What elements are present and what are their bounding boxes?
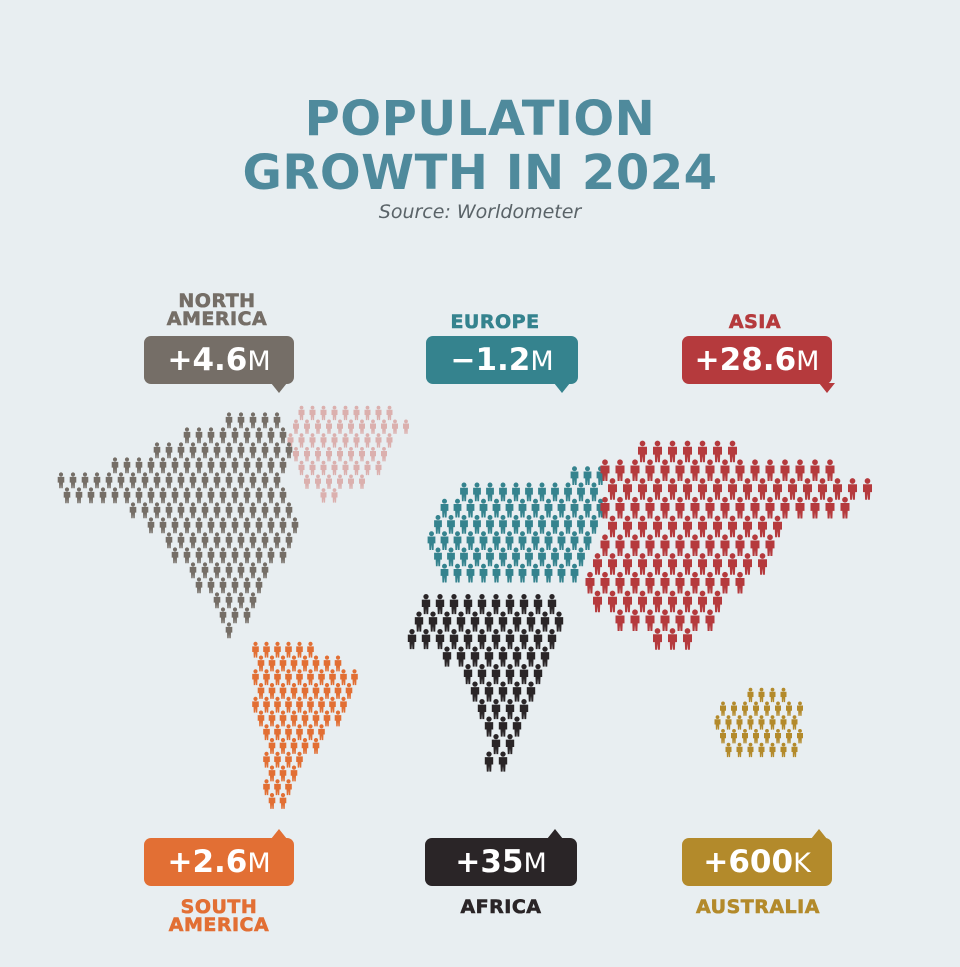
badge-asia: +28.6M: [682, 336, 836, 393]
source-note: Source: Worldometer: [378, 201, 582, 223]
north-america-figures: [57, 412, 299, 639]
region-name-australia: AUSTRALIA: [696, 896, 820, 918]
region-name-asia: ASIA: [728, 311, 782, 333]
title-line-2: GROWTH IN 2024: [242, 145, 718, 201]
badge-australia: +600K: [682, 829, 832, 886]
south-america-figures: [252, 641, 358, 809]
region-name-north-america: NORTH AMERICA: [166, 290, 268, 330]
europe-figures: [427, 466, 605, 583]
asia-figures: [585, 440, 872, 650]
africa-figures: [407, 593, 564, 772]
badge-africa: +35M: [425, 829, 577, 886]
australia-figures: [714, 687, 803, 758]
title-line-1: POPULATION: [304, 91, 656, 147]
badge-south-america: +2.6M: [144, 829, 294, 886]
region-name-africa: AFRICA: [460, 896, 542, 918]
region-name-south-america: SOUTH AMERICA: [168, 896, 270, 936]
badge-north-america: +4.6M: [144, 336, 294, 393]
region-name-europe: EUROPE: [450, 311, 540, 333]
greenland-figures: [287, 405, 409, 503]
badge-europe: −1.2M: [426, 336, 578, 393]
infographic-title: POPULATION GROWTH IN 2024: [0, 92, 960, 200]
